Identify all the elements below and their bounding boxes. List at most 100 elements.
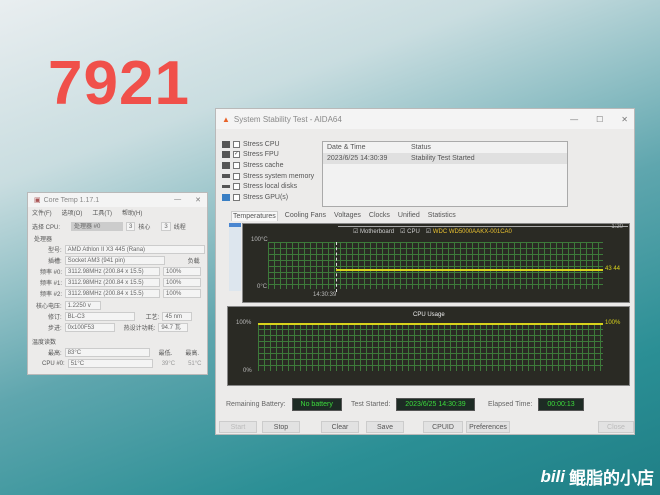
load0-value: 100% — [163, 267, 202, 276]
cpu0-label: CPU #0: — [42, 360, 65, 367]
stress-memory-checkbox[interactable] — [233, 172, 240, 180]
log-row[interactable]: 2023/6/25 14:30:39 Stability Test Started — [323, 153, 567, 164]
lithography-label: 工艺: — [145, 315, 160, 321]
tdp-value: 94.7 瓦 — [158, 323, 189, 332]
stress-disks-label: Stress local disks — [243, 183, 298, 191]
temp-grid — [268, 242, 603, 289]
threads-value: 3 — [161, 222, 171, 231]
test-started-value: 2023/6/25 14:30:39 — [396, 398, 475, 411]
close-window-button[interactable]: ✕ — [621, 114, 628, 124]
tab-clocks[interactable]: Clocks — [368, 212, 390, 219]
log-date: 2023/6/25 14:30:39 — [327, 155, 388, 162]
stress-cache-checkbox[interactable] — [233, 161, 240, 169]
model-label: 型号: — [48, 248, 62, 254]
ct-minimize-button[interactable]: — — [174, 196, 182, 203]
max-label: 最高. — [185, 351, 200, 357]
legend-hdd[interactable]: ☑ WDC WD5000AAKX-001CA0 — [425, 229, 512, 235]
time-scrollbar[interactable] — [338, 226, 628, 227]
stress-cpu-option[interactable]: Stress CPU — [222, 139, 320, 150]
legend-motherboard[interactable]: ☑ Motherboard — [353, 229, 395, 235]
tjmax-value: 83°C — [64, 348, 150, 357]
status-log: Date & Time Status 2023/6/25 14:30:39 Stab… — [322, 141, 568, 207]
select-cpu-label: 选择 CPU: — [32, 225, 61, 231]
revision-label: 修订: — [48, 315, 62, 321]
cores-value: 3 — [126, 222, 136, 231]
cpuid-value: 0x100F53 — [64, 323, 115, 332]
close-button[interactable]: Close — [598, 421, 634, 433]
stress-fpu-label: Stress FPU — [243, 151, 279, 159]
window-title: System Stability Test - AIDA64 — [233, 114, 342, 124]
stress-gpu-option[interactable]: Stress GPU(s) — [222, 192, 320, 203]
stress-cache-option[interactable]: Stress cache — [222, 160, 320, 171]
freq2-label: 频率 #2: — [40, 292, 63, 298]
temperature-graph: 1:20 ☑ Motherboard ☑ CPU ☑ WDC WD5000AAK… — [242, 223, 630, 303]
cpuid-button[interactable]: CPUID — [423, 421, 463, 433]
stress-disks-option[interactable]: Stress local disks — [222, 181, 320, 192]
col-date-time: Date & Time — [327, 144, 366, 151]
cpu0-min: 39°C — [161, 360, 176, 367]
battery-value: No battery — [291, 398, 342, 411]
bilibili-logo: bili — [540, 466, 565, 486]
disk-icon — [222, 185, 230, 189]
elapsed-label: Elapsed Time: — [488, 401, 533, 408]
menu-options[interactable]: 选项(O) — [61, 211, 83, 217]
temperature-line — [336, 268, 603, 271]
model-value: AMD Athlon II X3 445 (Rana) — [64, 245, 205, 254]
log-status: Stability Test Started — [411, 155, 475, 162]
start-button[interactable]: Start — [219, 421, 257, 433]
minimize-button[interactable]: — — [570, 114, 579, 124]
cpu-usage-graph: CPU Usage 100% 0% 100% — [227, 306, 630, 386]
legend-cpu-label: CPU — [407, 229, 420, 235]
cpu-value-label: 100% — [605, 320, 621, 326]
menu-help[interactable]: 帮助(H) — [122, 211, 143, 217]
tab-temperatures[interactable]: Temperatures — [231, 211, 278, 221]
ct-title: Core Temp 1.17.1 — [43, 196, 100, 204]
menu-file[interactable]: 文件(F) — [32, 211, 52, 217]
legend-motherboard-label: Motherboard — [360, 229, 395, 235]
tab-statistics[interactable]: Statistics — [427, 212, 456, 219]
socket-value: Socket AM3 (941 pin) — [64, 256, 165, 265]
stress-fpu-checkbox[interactable]: ✓ — [233, 151, 240, 159]
stress-fpu-option[interactable]: ✓ Stress FPU — [222, 150, 320, 161]
clear-button[interactable]: Clear — [321, 421, 359, 433]
save-button[interactable]: Save — [366, 421, 404, 433]
tab-unified[interactable]: Unified — [397, 212, 420, 219]
cpu-usage-line — [258, 323, 603, 325]
cpu-y-max: 100% — [236, 320, 252, 326]
menu-tools[interactable]: 工具(T) — [92, 211, 113, 217]
bilibili-watermark: bili 鲲脂的小店 — [540, 464, 654, 489]
stress-gpu-checkbox[interactable] — [233, 193, 240, 201]
freq0-label: 频率 #0: — [40, 270, 63, 276]
monitor-icon — [222, 193, 230, 201]
temperature-readings-label: 温度读数 — [32, 340, 57, 346]
cpu-select[interactable]: 处理器 #0 — [71, 222, 124, 231]
ct-title-bar: ▣ Core Temp 1.17.1 — ✕ — [28, 193, 207, 207]
col-status: Status — [411, 144, 431, 151]
test-started-label: Test Started: — [351, 401, 391, 408]
temp-y-max: 100°C — [251, 237, 268, 243]
ct-close-button[interactable]: ✕ — [195, 197, 201, 204]
stress-cpu-checkbox[interactable] — [233, 140, 240, 148]
stress-memory-option[interactable]: Stress system memory — [222, 171, 320, 182]
temp-y-min: 0°C — [257, 284, 268, 290]
tab-voltages[interactable]: Voltages — [334, 212, 361, 219]
stop-button[interactable]: Stop — [262, 421, 300, 433]
maximize-button[interactable]: ☐ — [596, 114, 604, 124]
test-started-info: Test Started: 2023/6/25 14:30:39 — [351, 398, 475, 411]
freq1-label: 频率 #1: — [40, 281, 63, 287]
preferences-button[interactable]: Preferences — [466, 421, 510, 433]
tab-cooling-fans[interactable]: Cooling Fans — [284, 212, 327, 219]
start-marker — [336, 242, 337, 292]
stress-gpu-label: Stress GPU(s) — [243, 193, 289, 201]
vid-label: 核心电压: — [36, 304, 62, 310]
sensor-list-scrollbar[interactable] — [229, 223, 241, 291]
stress-disks-checkbox[interactable] — [233, 183, 240, 191]
cpu-y-min: 0% — [243, 368, 252, 374]
vid-value: 1.2250 v — [64, 301, 101, 310]
battery-info: Remaining Battery: No battery — [226, 398, 342, 411]
legend-cpu[interactable]: ☑ CPU — [400, 229, 420, 235]
revision-value: BL-C3 — [64, 312, 135, 321]
cpuid-label: 步进: — [48, 326, 62, 332]
cores-label: 核心 — [138, 225, 151, 231]
legend-hdd-label: WDC WD5000AAKX-001CA0 — [432, 229, 512, 235]
